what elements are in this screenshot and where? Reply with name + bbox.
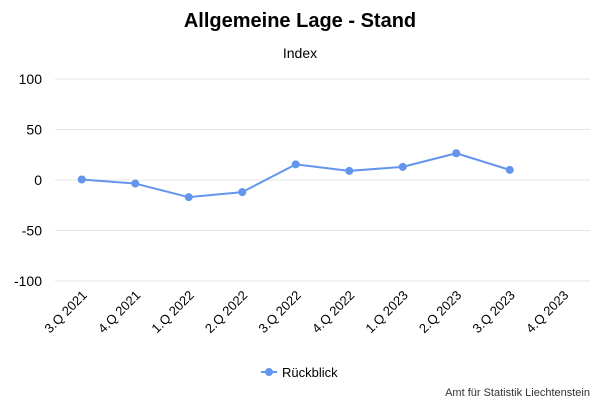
data-point[interactable] [238, 188, 247, 197]
data-point[interactable] [452, 149, 461, 158]
y-tick-label: -50 [22, 223, 42, 239]
y-tick-label: 50 [26, 122, 42, 138]
y-tick-label: 100 [19, 71, 43, 87]
data-point[interactable] [398, 162, 407, 171]
series-line [80, 152, 511, 199]
x-axis-ticks: 3.Q 2021 4.Q 2021 1.Q 2022 2.Q 2022 3.Q 2022… [41, 288, 571, 336]
data-point[interactable] [345, 166, 354, 175]
data-point[interactable] [184, 193, 193, 202]
chart-title: Allgemeine Lage - Stand [184, 10, 416, 32]
data-point[interactable] [131, 179, 140, 188]
y-tick-label: -100 [14, 273, 42, 289]
legend-marker-icon [265, 368, 273, 376]
x-tick-label: 3.Q 2022 [255, 288, 303, 336]
legend-label: Rückblick [282, 365, 338, 380]
x-tick-label: 3.Q 2021 [41, 288, 89, 336]
x-tick-label: 4.Q 2021 [95, 288, 143, 336]
x-tick-label: 2.Q 2022 [202, 288, 250, 336]
x-tick-label: 4.Q 2023 [523, 288, 571, 336]
x-tick-label: 3.Q 2023 [469, 288, 517, 336]
chart-subtitle: Index [283, 45, 317, 61]
data-point[interactable] [291, 160, 300, 169]
data-point[interactable] [505, 165, 514, 174]
y-tick-label: 0 [34, 172, 42, 188]
x-tick-label: 1.Q 2023 [362, 288, 410, 336]
x-tick-label: 1.Q 2022 [148, 288, 196, 336]
gridlines [55, 78, 590, 282]
x-tick-label: 2.Q 2023 [416, 288, 464, 336]
y-axis-ticks: 100 50 0 -50 -100 [14, 71, 42, 289]
series-layer [77, 149, 514, 202]
x-tick-label: 4.Q 2022 [309, 288, 357, 336]
legend[interactable]: Rückblick [261, 365, 338, 380]
credit-text: Amt für Statistik Liechtenstein [445, 387, 590, 399]
data-point[interactable] [77, 175, 86, 184]
